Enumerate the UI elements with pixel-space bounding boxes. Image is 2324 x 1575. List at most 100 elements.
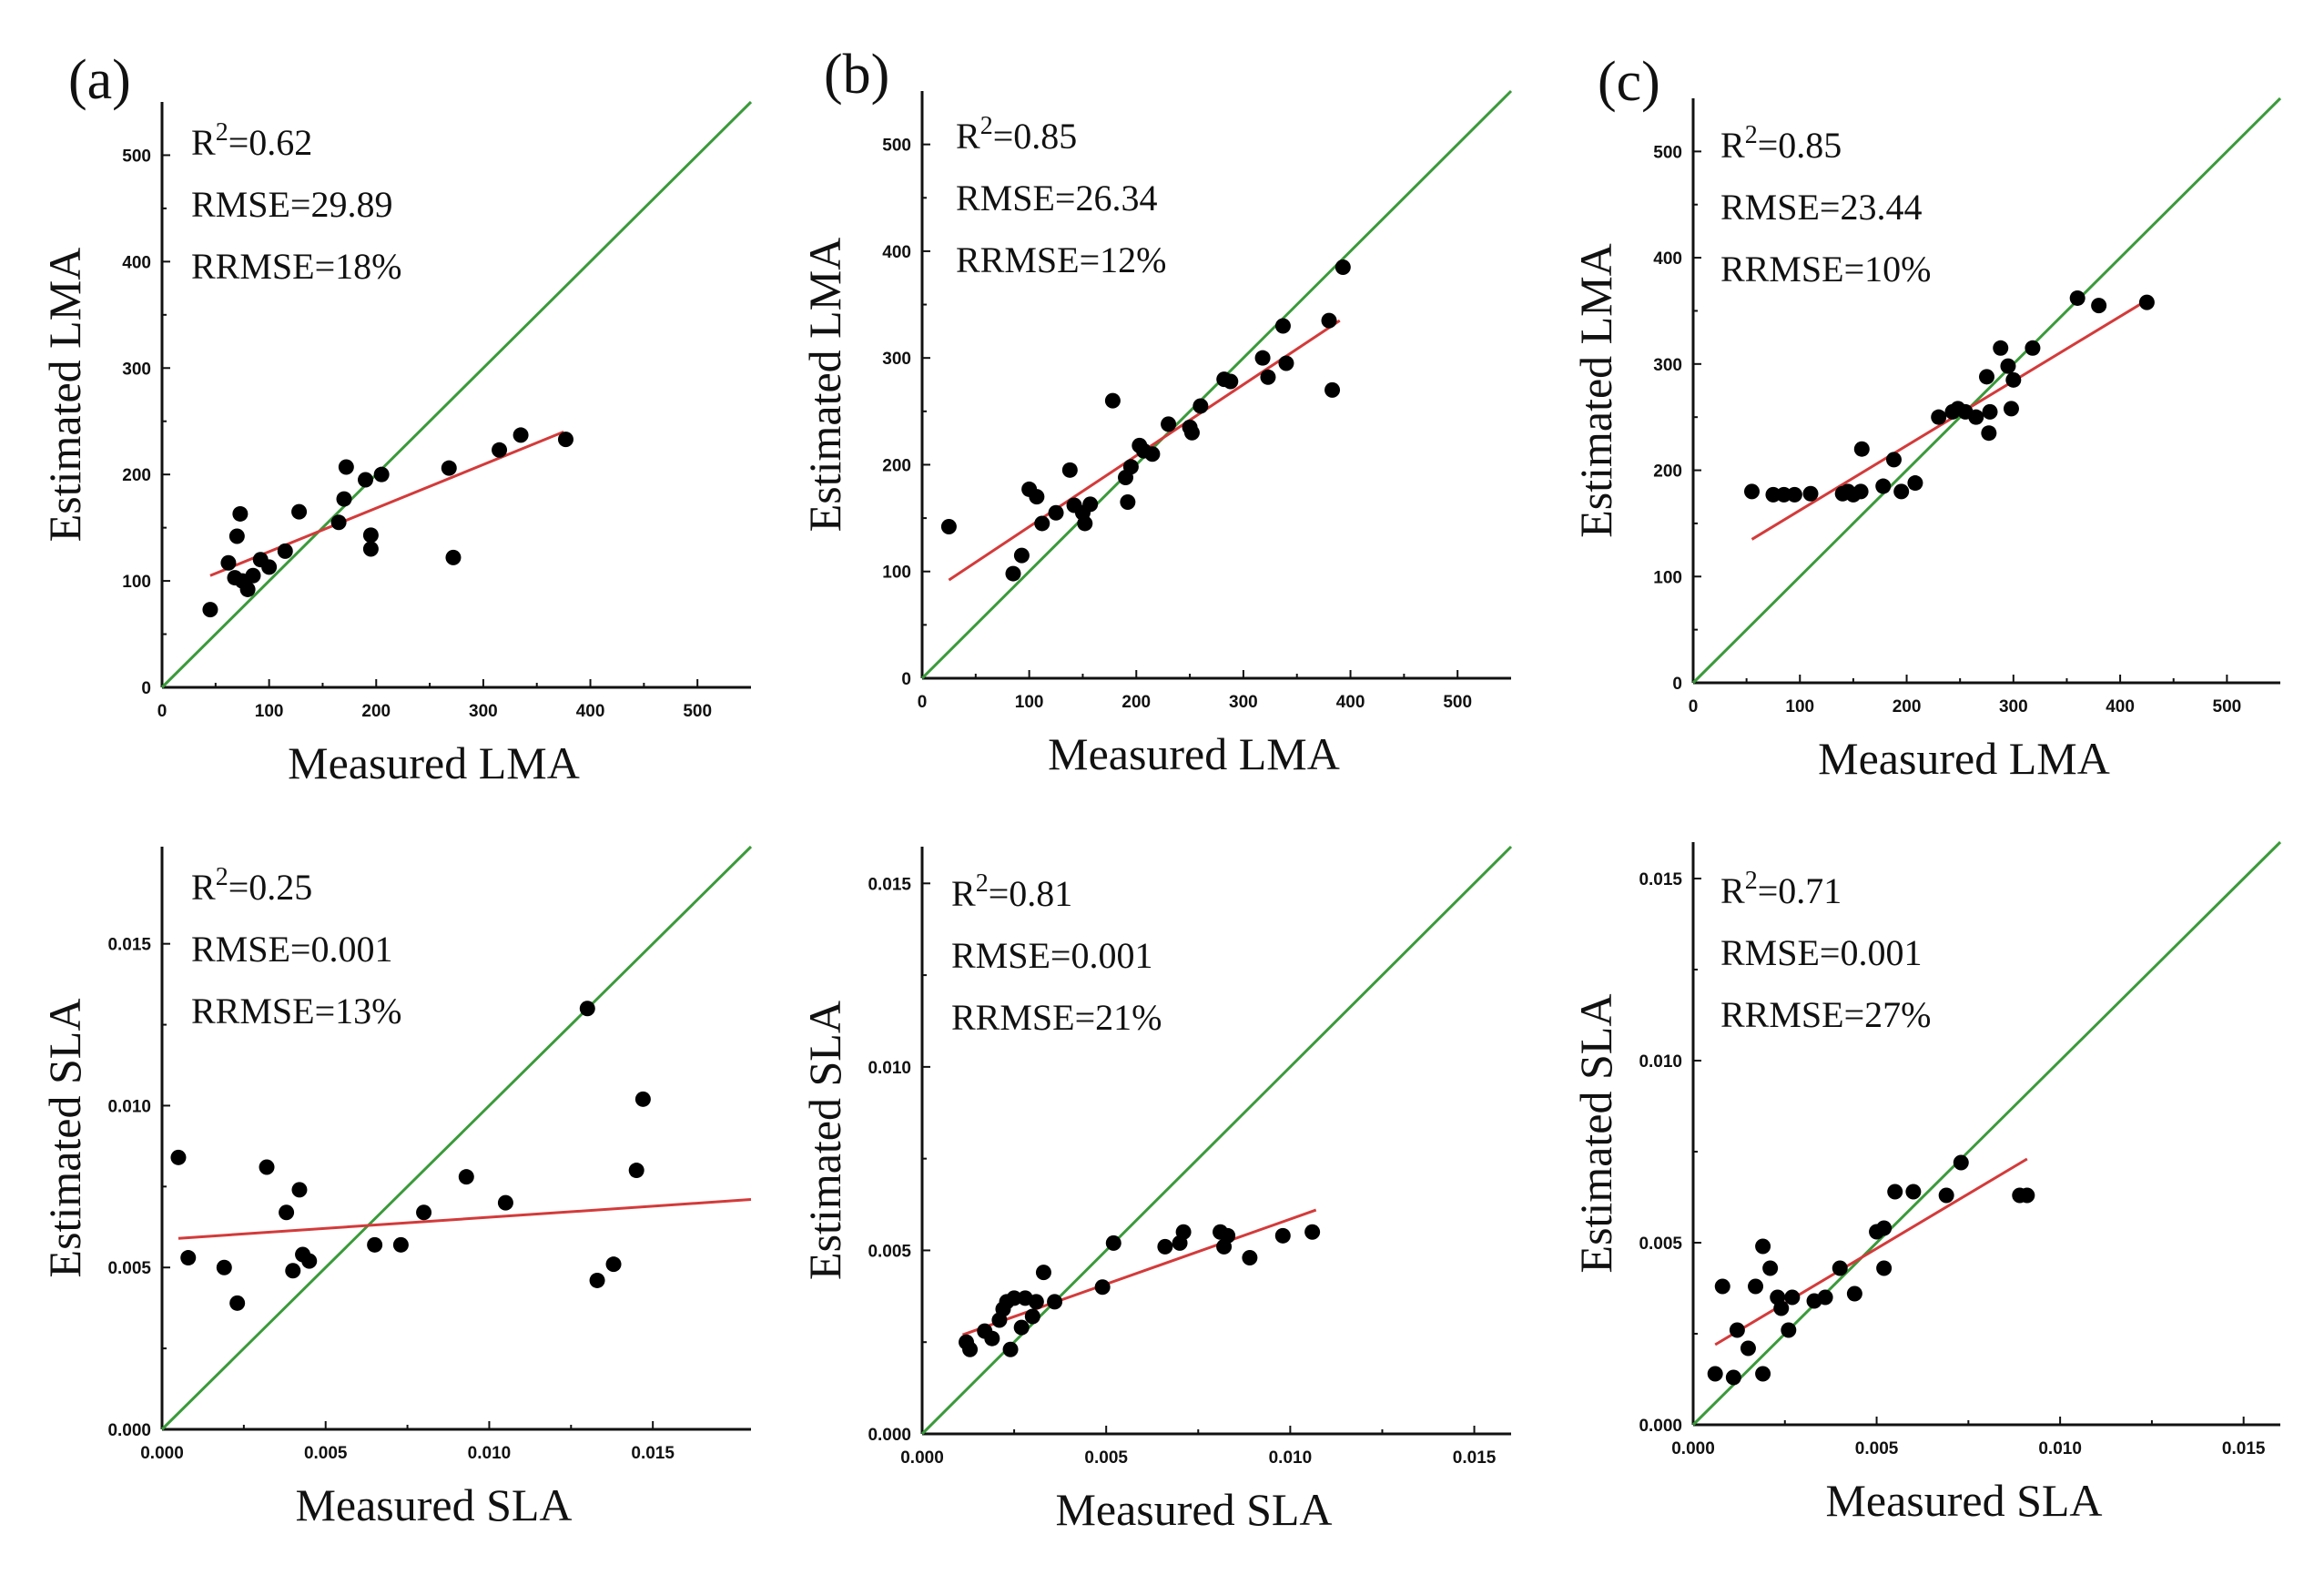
data-point xyxy=(1161,416,1177,432)
data-point xyxy=(291,1182,308,1198)
data-point xyxy=(579,1001,595,1017)
x-tick-label: 0.010 xyxy=(468,1444,512,1463)
y-tick-label: 0.015 xyxy=(1639,870,1682,889)
data-point xyxy=(1755,1366,1771,1382)
data-point xyxy=(1776,486,1792,503)
x-tick-label: 0.015 xyxy=(2222,1439,2266,1458)
rmse-text: RMSE=23.44 xyxy=(1720,187,1922,228)
data-point xyxy=(1773,1300,1790,1316)
data-point xyxy=(1887,1184,1903,1200)
data-point xyxy=(1802,485,1819,502)
x-tick-label: 0 xyxy=(157,702,167,721)
data-point xyxy=(1729,1322,1745,1338)
data-point xyxy=(1105,1235,1121,1251)
data-point xyxy=(170,1149,187,1165)
r-squared-value: =0.85 xyxy=(1758,125,1842,166)
y-tick-label: 0 xyxy=(901,670,911,689)
data-point xyxy=(445,549,462,565)
data-point xyxy=(1885,452,1902,468)
data-point xyxy=(1982,403,1998,420)
data-point xyxy=(373,466,390,483)
data-point xyxy=(1029,489,1045,505)
x-tick-label: 100 xyxy=(1785,697,1814,716)
regression-line xyxy=(178,1198,752,1240)
r-squared-value: =0.71 xyxy=(1758,870,1842,911)
data-point xyxy=(1047,1294,1063,1310)
data-point xyxy=(301,1253,318,1269)
x-tick-label: 200 xyxy=(361,702,391,721)
data-point xyxy=(358,472,374,488)
data-point xyxy=(628,1163,644,1179)
y-axis-title: Estimated LMA xyxy=(1570,243,1621,538)
x-tick-label: 200 xyxy=(1121,693,1151,712)
rrmse-text: RRMSE=21% xyxy=(951,997,1162,1038)
data-point xyxy=(220,554,237,571)
data-point xyxy=(2000,358,2016,374)
data-point xyxy=(1817,1289,1833,1306)
x-tick-label: 500 xyxy=(1443,693,1472,712)
x-tick-label: 100 xyxy=(1015,693,1044,712)
x-axis-title: Measured SLA xyxy=(1055,1484,1332,1535)
y-tick-label: 400 xyxy=(882,243,911,262)
data-point xyxy=(1781,1322,1797,1338)
r-squared-value: =0.25 xyxy=(228,867,313,908)
data-point xyxy=(1893,483,1910,500)
y-tick-label: 0.015 xyxy=(107,936,151,955)
x-tick-label: 0.010 xyxy=(2038,1439,2082,1458)
panel-c-sla: 0.000 0.005 0.010 0.015 0.000 0.005 0.010 0.015… xyxy=(1570,840,2282,1526)
x-tick-label: 200 xyxy=(1893,697,1922,716)
data-point xyxy=(1981,425,1997,442)
identity-line xyxy=(920,845,1513,1436)
data-point xyxy=(1260,369,1276,385)
data-point xyxy=(285,1263,301,1279)
r-squared-symbol: R xyxy=(1720,125,1745,166)
data-point xyxy=(1875,478,1892,494)
data-point xyxy=(336,491,352,507)
y-tick-label: 200 xyxy=(122,466,151,485)
data-point xyxy=(1304,1224,1321,1240)
r-squared-exponent: 2 xyxy=(216,863,228,891)
data-point xyxy=(1278,355,1294,371)
data-point xyxy=(239,581,256,597)
data-point xyxy=(362,527,379,544)
r-squared-exponent: 2 xyxy=(1745,867,1758,895)
rmse-text: RMSE=29.89 xyxy=(191,184,392,225)
y-tick-label: 0 xyxy=(141,679,151,698)
data-point xyxy=(557,432,573,448)
r-squared-text: R2=0.81 xyxy=(951,869,1072,914)
y-tick-label: 0.015 xyxy=(868,875,911,894)
data-point xyxy=(232,505,249,522)
data-point xyxy=(367,1236,383,1253)
data-point xyxy=(1993,340,2009,356)
data-point xyxy=(1183,424,1200,441)
r-squared-text: R2=0.62 xyxy=(191,118,312,163)
x-tick-label: 0 xyxy=(1689,697,1699,716)
data-point xyxy=(441,460,457,476)
r-squared-text: R2=0.25 xyxy=(191,863,312,908)
data-point xyxy=(2005,371,2022,388)
identity-line xyxy=(1691,840,2282,1427)
x-tick-label: 0.015 xyxy=(631,1444,675,1463)
r-squared-symbol: R xyxy=(1720,870,1745,911)
y-tick-label: 500 xyxy=(882,137,911,156)
data-point xyxy=(2091,298,2107,314)
data-point xyxy=(1931,409,1947,425)
data-point xyxy=(2025,340,2041,356)
data-point xyxy=(2003,401,2019,417)
data-point xyxy=(338,459,354,475)
y-tick-label: 500 xyxy=(122,147,151,166)
data-point xyxy=(2019,1187,2035,1204)
y-tick-label: 0.000 xyxy=(1639,1417,1682,1436)
panel-b-lma: 0 100 200 300 400 500 0 100 200 300 400 500 Measured… xyxy=(799,44,1513,779)
data-point xyxy=(291,503,308,520)
x-tick-label: 0.015 xyxy=(1453,1448,1497,1468)
x-axis-title: Measured LMA xyxy=(1048,728,1340,779)
rrmse-text: RRMSE=27% xyxy=(1720,994,1931,1035)
r-squared-text: R2=0.85 xyxy=(1720,121,1842,166)
data-point xyxy=(1254,350,1271,366)
data-point xyxy=(1082,496,1099,513)
data-point xyxy=(589,1272,605,1288)
x-tick-label: 400 xyxy=(1336,693,1365,712)
data-point xyxy=(180,1250,197,1266)
